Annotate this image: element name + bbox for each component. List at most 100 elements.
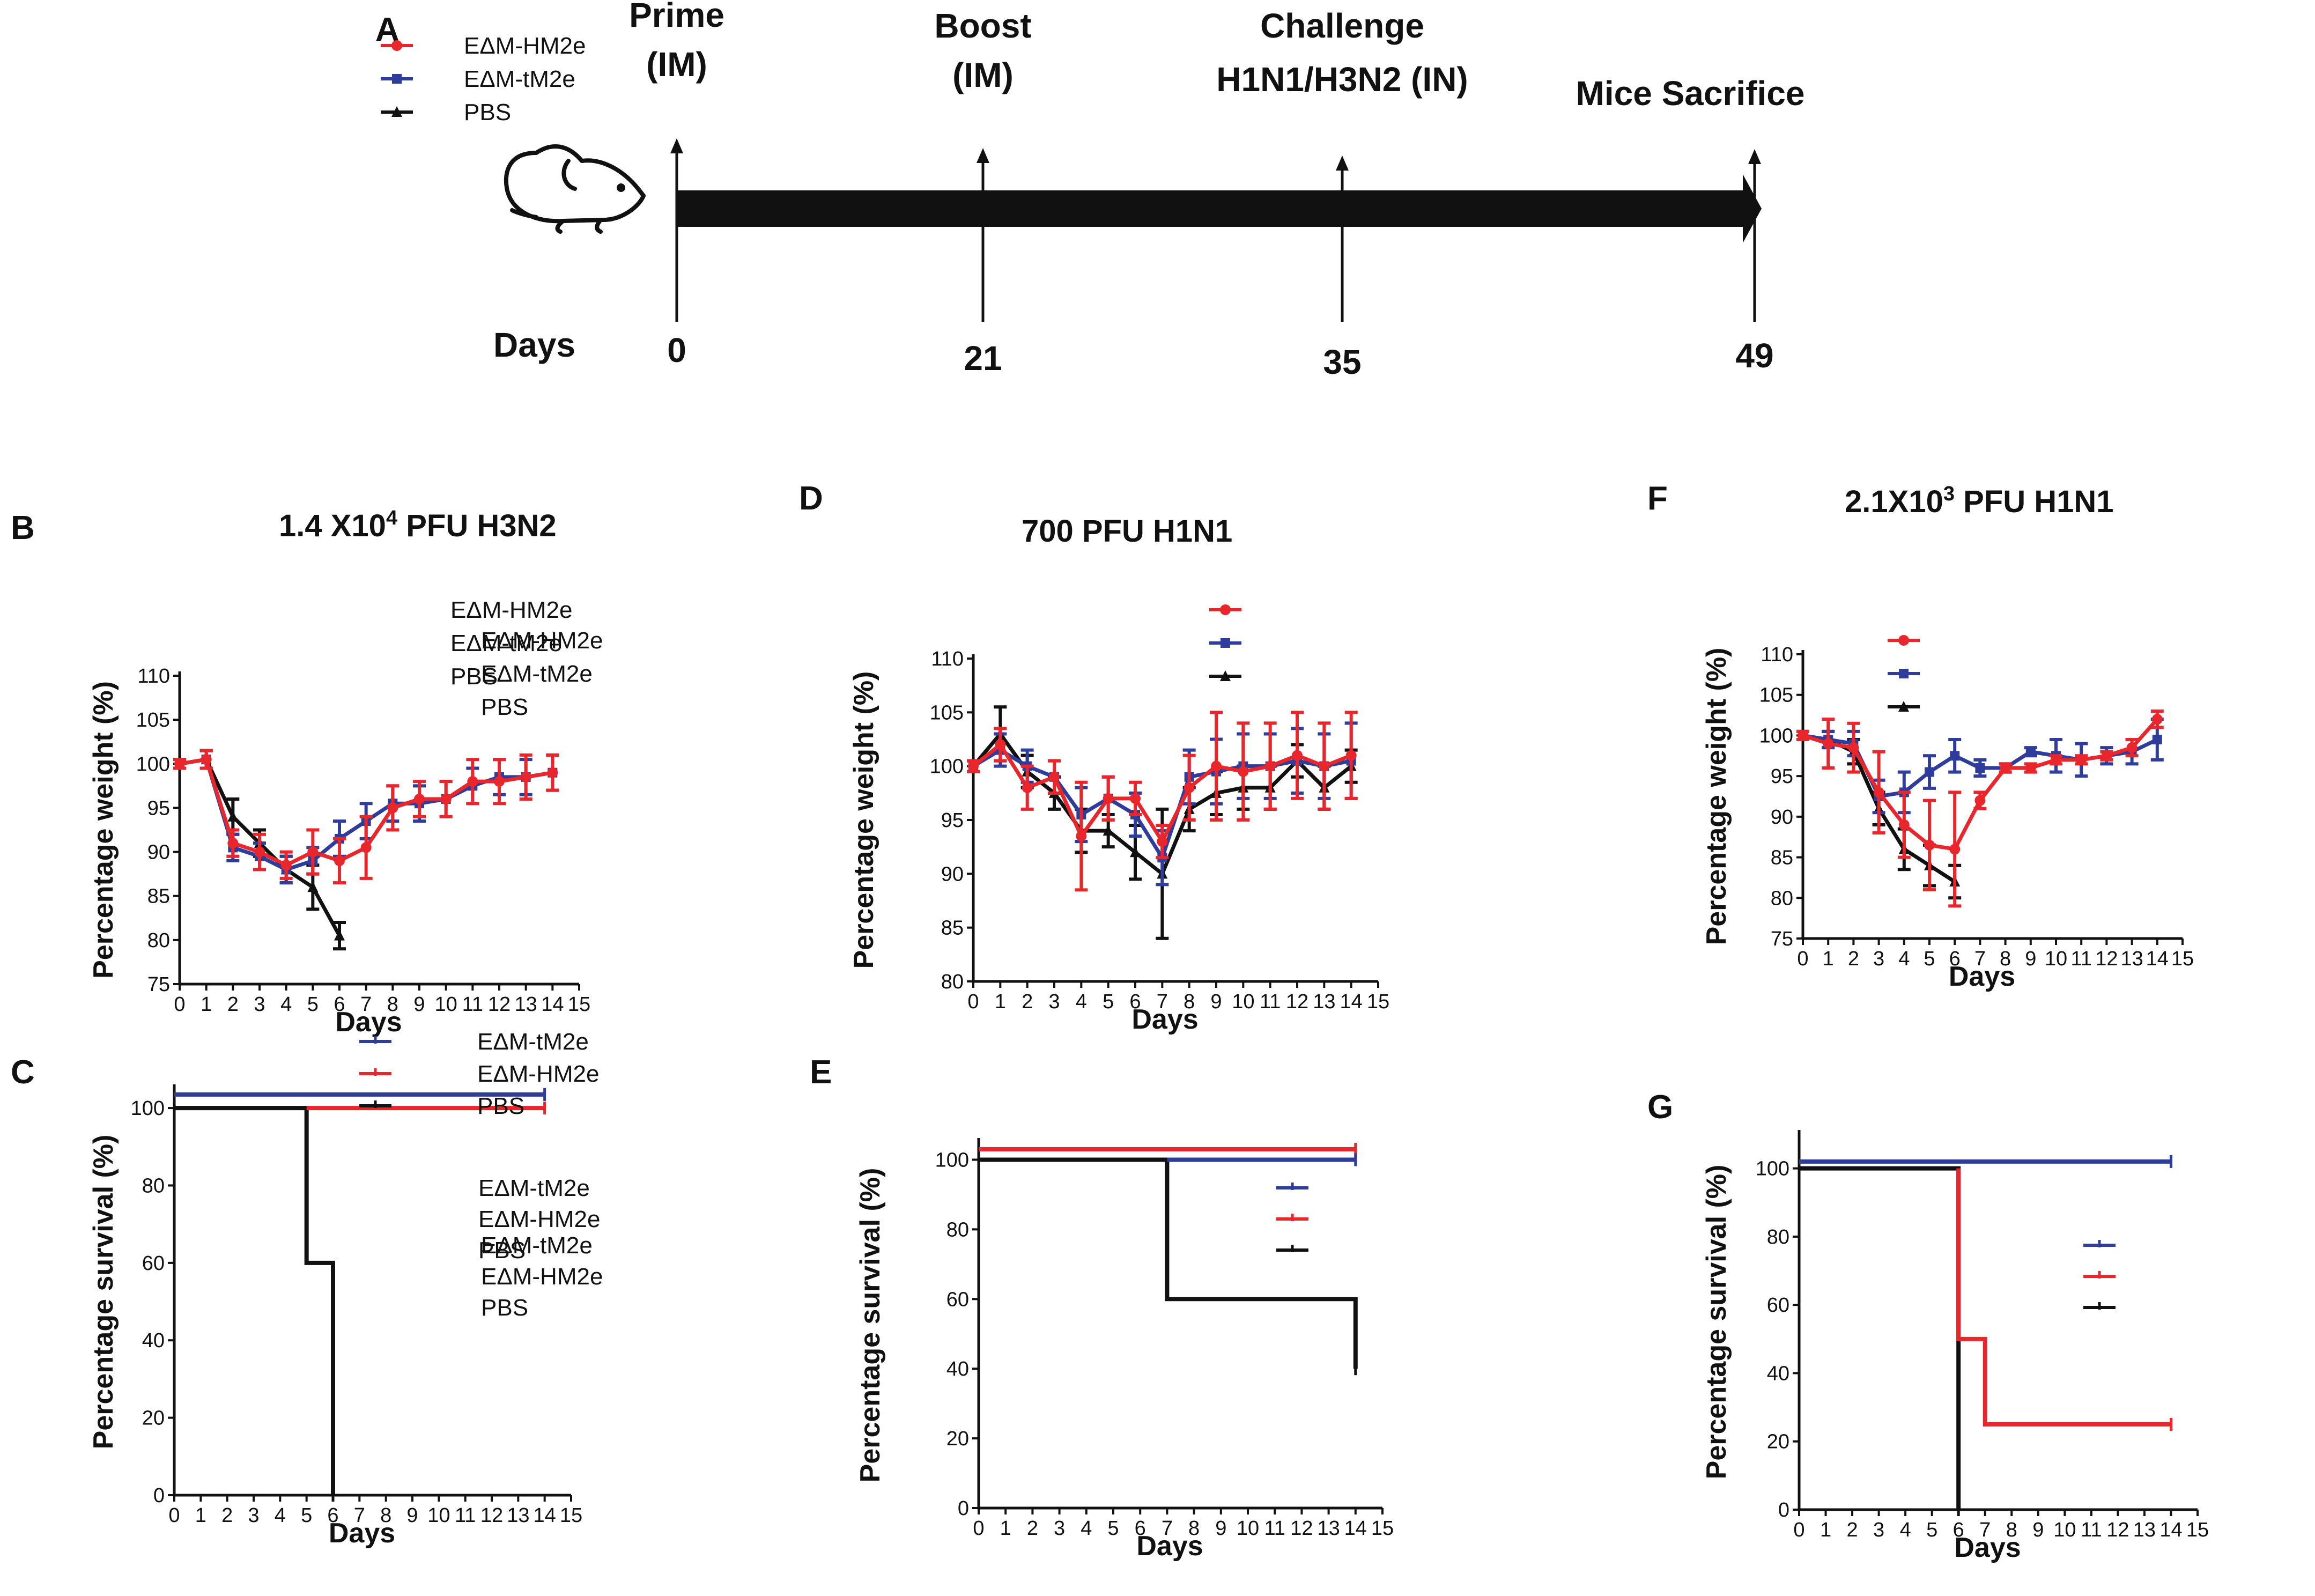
data-point (2025, 747, 2036, 757)
chart-panel-c: C0 1 2 3 4 5 6 7 8 9 10 11 12 13 14 15020406080100DaysP… (11, 1029, 599, 1549)
series-PBS (967, 705, 1358, 940)
legend-item: EΔM-HM2e (381, 33, 586, 59)
x-tick-label: 13 (1313, 991, 1335, 1013)
data-point (1264, 760, 1276, 772)
panel-label: D (799, 480, 823, 517)
x-tick-label: 3 (248, 1504, 259, 1527)
y-tick-label: 110 (137, 665, 170, 688)
y-axis-label: Percentage weight (%) (88, 681, 119, 979)
x-tick-label: 8 (1184, 991, 1195, 1013)
data-point (1238, 766, 1249, 777)
data-point (1925, 767, 1934, 777)
x-tick-label: 1 (1820, 1519, 1831, 1541)
x-tick-label: 12 (2106, 1519, 2129, 1541)
y-tick-label: 60 (142, 1252, 165, 1275)
legend-marker (1220, 604, 1231, 615)
x-tick-label: 5 (1926, 1519, 1937, 1541)
timeline-event-label: H1N1/H3N2 (IN) (1216, 60, 1468, 99)
chart-title: 700 PFU H1N1 (1022, 514, 1232, 549)
x-tick-label: 4 (1076, 991, 1087, 1013)
legend-label: EΔM-HM2e (464, 33, 586, 59)
x-tick-label: 10 (1237, 1517, 1259, 1540)
x-tick-label: 14 (2146, 948, 2169, 970)
data-point (2000, 763, 2011, 773)
y-tick-label: 75 (1771, 928, 1793, 950)
data-point (414, 794, 425, 804)
x-axis-label: Days (1131, 1004, 1198, 1035)
y-tick-label: 80 (1767, 1226, 1789, 1248)
x-tick-label: 13 (2120, 948, 2143, 970)
y-tick-label: 80 (147, 929, 170, 952)
y-tick-label: 100 (930, 756, 964, 778)
y-tick-label: 80 (946, 1218, 969, 1241)
x-tick-label: 14 (1340, 991, 1363, 1013)
y-tick-label: 105 (136, 709, 170, 732)
x-tick-label: 8 (1188, 1517, 1200, 1540)
data-point (280, 860, 292, 871)
timeline-event-label: Challenge (1260, 6, 1424, 45)
data-point (1076, 831, 1087, 842)
y-tick-label: 105 (1759, 684, 1793, 707)
x-tick-label: 10 (427, 1504, 450, 1527)
x-tick-label: 12 (480, 1504, 503, 1527)
legend-label: PBS (478, 1237, 526, 1264)
data-point (227, 838, 239, 849)
data-point (2025, 763, 2036, 773)
x-tick-label: 8 (2006, 1519, 2017, 1541)
x-tick-label: 5 (1107, 1517, 1119, 1540)
data-point (334, 929, 345, 941)
data-point (227, 810, 239, 822)
timeline-day-value: 0 (667, 331, 686, 370)
legend-label: PBS (481, 1295, 528, 1321)
y-tick-label: 20 (946, 1428, 969, 1450)
series-EΔM-HM2e (306, 1102, 546, 1115)
timeline-event: Mice Sacrifice 49 (1576, 74, 1805, 375)
y-tick-label: 100 (1756, 1158, 1789, 1180)
x-tick-label: 11 (2070, 948, 2091, 970)
x-tick-label: 9 (2025, 948, 2036, 970)
chart-title-superscript: 3 (1943, 483, 1955, 505)
x-tick-label: 6 (1135, 1517, 1146, 1540)
x-tick-label: 15 (1367, 991, 1389, 1013)
data-point (995, 739, 1006, 750)
x-tick-label: 10 (2045, 948, 2067, 970)
data-point (1049, 771, 1060, 782)
y-tick-label: 0 (958, 1497, 969, 1520)
x-tick-label: 12 (2095, 948, 2118, 970)
x-axis-label: Days (329, 1518, 395, 1549)
x-tick-label: 15 (2186, 1519, 2209, 1541)
x-tick-label: 1 (1823, 948, 1834, 970)
x-tick-label: 11 (1264, 1517, 1285, 1540)
x-tick-label: 0 (1793, 1519, 1804, 1541)
x-tick-label: 0 (967, 991, 979, 1013)
data-point (307, 881, 319, 892)
y-tick-label: 95 (941, 809, 964, 832)
x-tick-label: 7 (1979, 1519, 1991, 1541)
series-PBS (1799, 1166, 1961, 1516)
x-tick-label: 9 (1210, 991, 1222, 1013)
y-tick-label: 20 (1767, 1431, 1789, 1453)
x-tick-label: 1 (995, 991, 1006, 1013)
legend-item: EΔM-HM2e (481, 1264, 2116, 1290)
x-tick-label: 13 (2133, 1519, 2156, 1541)
chart-title-text: 1.4 X10 (279, 508, 386, 543)
y-tick-label: 85 (1771, 847, 1793, 869)
x-tick-label: 6 (327, 1504, 338, 1527)
x-tick-label: 4 (1898, 948, 1910, 970)
legend-label: PBS (450, 663, 498, 690)
timeline-days-label: Days (493, 326, 575, 364)
timeline-arrow (677, 174, 1762, 243)
x-tick-label: 3 (1873, 1519, 1884, 1541)
timeline-marker-arrowhead (1336, 156, 1349, 171)
timeline-event: Prime (IM) 0 (629, 0, 724, 370)
series-line (979, 1157, 1358, 1369)
y-axis-label: Percentage survival (%) (855, 1168, 886, 1483)
data-point (1103, 825, 1114, 836)
data-point (547, 767, 558, 778)
panel-label: C (11, 1054, 35, 1091)
x-tick-label: 7 (360, 993, 372, 1016)
x-tick-label: 14 (2159, 1519, 2182, 1541)
y-tick-label: 100 (1759, 725, 1793, 747)
